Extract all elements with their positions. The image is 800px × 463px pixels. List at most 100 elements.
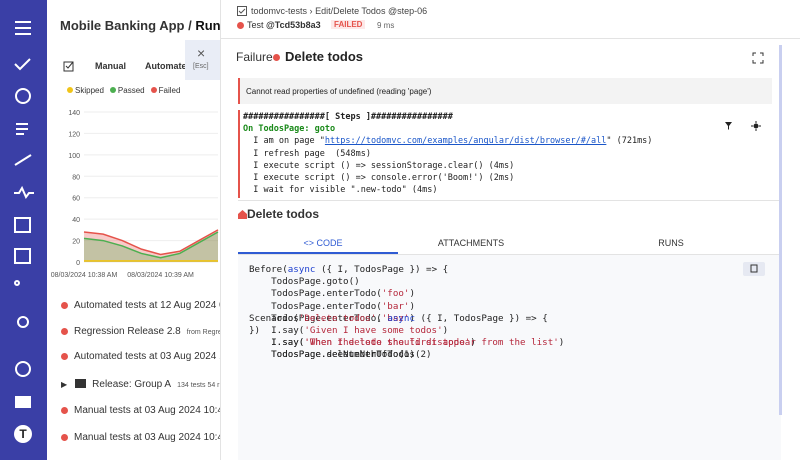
step-line: I execute script () => sessionStorage.cl… — [243, 161, 514, 171]
chart-icon[interactable] — [14, 248, 31, 264]
menu-icon[interactable] — [15, 21, 31, 35]
code-token: 'baz' — [381, 312, 410, 324]
suite-icon — [237, 6, 247, 16]
legend-item: Passed — [109, 86, 145, 95]
legend-item: Failed — [150, 86, 181, 95]
divider — [238, 254, 781, 255]
code-token: 'Delete todos' — [298, 312, 377, 324]
run-row[interactable]: Manual tests at 03 Aug 2024 10:42 — [61, 432, 220, 443]
code-line: Before(async ({ I, TodosPage }) => { — [249, 264, 564, 276]
code-block: TodosPage.enterTodo('foo') TodosPage.ent… — [249, 288, 564, 336]
sidebar-icons: T — [14, 21, 34, 443]
code-line: TodosPage.enterTodo('bar') — [249, 301, 564, 313]
tab[interactable]: Automated — [145, 61, 192, 71]
run-row[interactable]: Manual tests at 03 Aug 2024 10:43 — [61, 405, 220, 416]
help-icon[interactable] — [15, 361, 31, 377]
code-token: I am on page " — [243, 136, 325, 147]
y-tick-label: 100 — [68, 153, 80, 160]
legend-swatch — [109, 87, 116, 93]
failure-label: Failure — [236, 50, 273, 64]
code-box — [238, 255, 781, 460]
y-tick-label: 140 — [68, 110, 80, 117]
tab-underline — [238, 252, 398, 254]
area — [84, 232, 218, 262]
failure-dot — [273, 54, 280, 61]
code-token: TodosPage.goto() — [249, 276, 360, 288]
step-line: On TodosPage: goto — [243, 124, 335, 134]
code-token: I.say( — [249, 337, 305, 349]
folder-icon[interactable] — [15, 396, 31, 408]
copy-button[interactable] — [743, 262, 765, 276]
run-title: Regression Release 2.8 — [74, 326, 181, 337]
step-line: I refresh page (548ms) — [243, 149, 371, 159]
status-dot — [61, 302, 68, 309]
divider — [221, 38, 800, 39]
code-token: async — [287, 264, 316, 275]
runs-panel: Mobile Banking App / Runs Manual Automat… — [47, 0, 221, 460]
stairs-icon[interactable] — [14, 154, 32, 166]
code-token: ({ I, TodosPage }) => { — [415, 312, 548, 324]
code-line: TodosPage.goto() — [249, 276, 564, 288]
y-tick-label: 20 — [72, 239, 80, 246]
y-tick-label: 0 — [76, 260, 80, 267]
code-token: I execute script () => sessionStorage.cl… — [243, 160, 515, 171]
legend: Skipped Passed Failed — [67, 86, 186, 95]
code-token: 'Given I have some todos' — [304, 324, 443, 336]
code-token: 'When I delete the first todo' — [304, 337, 471, 349]
code-line: TodosPage.seeNumberOfTodos(2) — [249, 349, 564, 361]
status-dot — [61, 434, 68, 441]
list-icon[interactable] — [16, 123, 28, 135]
tab[interactable]: RUNS — [658, 238, 684, 248]
duration: 9 ms — [377, 21, 395, 30]
status-dot — [61, 407, 68, 414]
tab[interactable]: ATTACHMENTS — [437, 238, 505, 248]
code-token: TodosPage.deleteNthTodo(1) — [249, 349, 415, 361]
check-icon[interactable] — [14, 58, 31, 71]
tab[interactable]: <> CODE — [303, 238, 343, 248]
breadcrumb-item[interactable]: Edit/Delete Todos @step-06 — [315, 6, 428, 16]
code-token: 'foo' — [381, 288, 410, 300]
select-icon[interactable] — [63, 60, 75, 72]
tab[interactable]: Manual — [95, 61, 127, 71]
run-meta: from Regressi — [186, 329, 220, 336]
legend-label: Failed — [158, 86, 181, 95]
run-row[interactable]: Regression Release 2.8 from Regressi — [61, 326, 220, 337]
run-row[interactable]: ▶ Release: Group A 134 tests 54 r — [61, 379, 220, 390]
close-button[interactable]: × [Esc] — [185, 40, 220, 80]
theme-icon[interactable] — [753, 123, 759, 129]
import-icon[interactable] — [14, 217, 31, 233]
run-row[interactable]: Automated tests at 03 Aug 2024 10 — [61, 351, 220, 362]
chart: 0 20 40 60 80 100 120 140 08/03/2024 10:38 AM 08/… — [51, 110, 219, 279]
code-line: I.say('Given I have some todos') — [249, 325, 564, 337]
expand-icon[interactable] — [752, 52, 764, 64]
run-row[interactable]: Automated tests at 12 Aug 2024 05 — [61, 300, 220, 311]
close-icon[interactable]: × — [197, 45, 206, 61]
folder-icon — [75, 379, 87, 388]
code-token: I execute script () => console.error('Bo… — [243, 173, 515, 183]
code-block: Before(async ({ I, TodosPage }) => { Tod… — [249, 264, 564, 287]
code-token: ) — [409, 300, 415, 312]
close-hint: [Esc] — [193, 63, 209, 70]
code-token: ) — [409, 288, 415, 300]
filter-icon[interactable] — [725, 122, 732, 130]
code-token: 'bar' — [381, 300, 410, 312]
run-icon[interactable] — [15, 88, 31, 104]
legend-item: Skipped — [67, 86, 104, 95]
code-token: ) — [442, 324, 449, 336]
pulse-icon[interactable] — [14, 185, 34, 199]
code-token: TodosPage.enterTodo( — [249, 288, 382, 300]
code-line: TodosPage.deleteNthTodo(1) — [249, 349, 564, 361]
code-token: I refresh page (548ms) — [243, 148, 371, 159]
code-token: ) — [409, 312, 415, 324]
code-token: 'Then the todo should disappear from the… — [304, 337, 559, 349]
code-token: TodosPage.enterTodo( — [249, 312, 382, 324]
separator: / — [188, 18, 192, 33]
breadcrumb-item[interactable]: todomvc-tests — [251, 6, 308, 16]
code-token: I.say( — [249, 337, 305, 349]
branch-icon[interactable] — [14, 280, 20, 286]
area — [84, 229, 218, 262]
log-tools — [725, 121, 761, 131]
settings-icon[interactable] — [17, 316, 29, 328]
legend-swatch — [67, 87, 73, 93]
